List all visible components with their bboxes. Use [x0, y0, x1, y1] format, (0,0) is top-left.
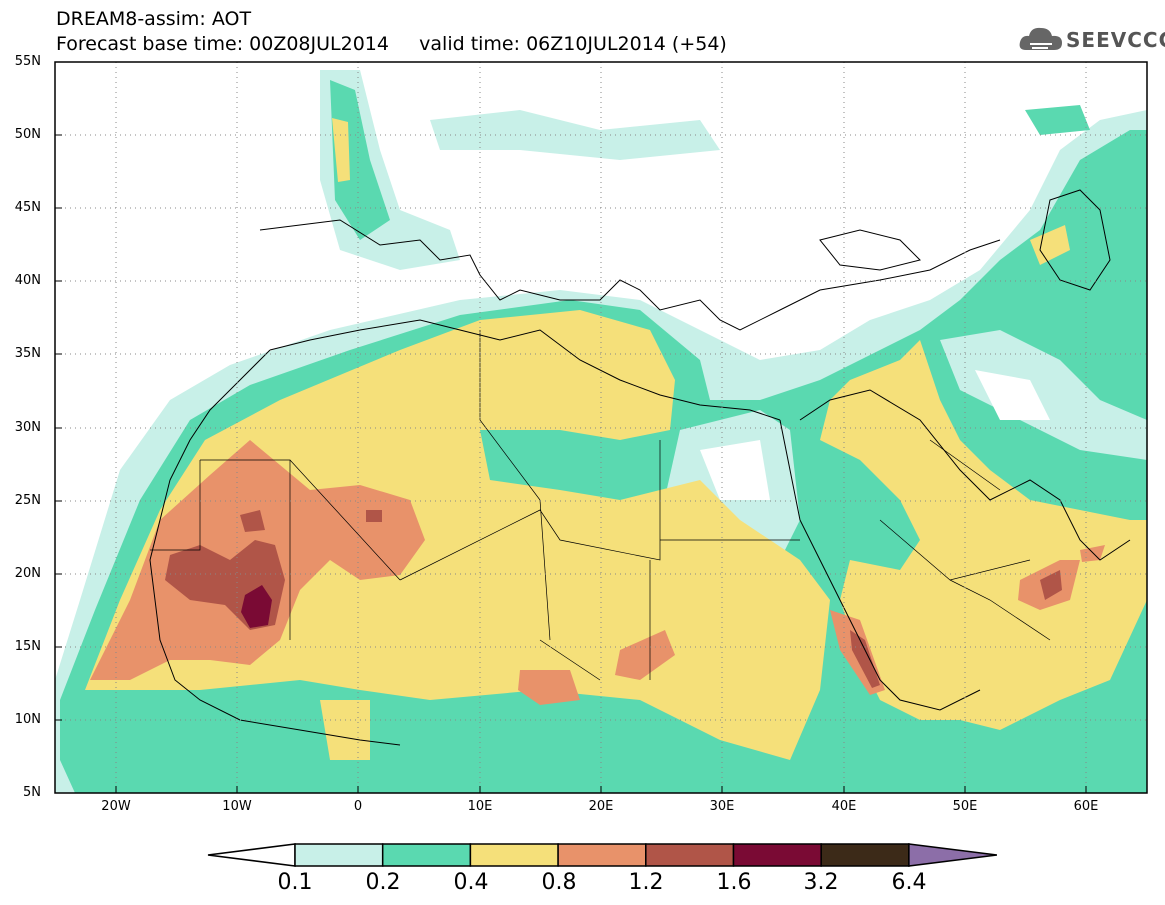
map-frame	[54, 61, 1148, 794]
colorbar-label: 0.2	[365, 870, 401, 895]
colorbar-label: 0.8	[541, 870, 577, 895]
seevccc-logo: SEEVCCC	[1018, 22, 1165, 56]
lat-label: 30N	[14, 420, 41, 435]
coastline-africa-north	[269, 319, 781, 421]
graticule	[55, 62, 1147, 793]
lat-label: 15N	[14, 639, 41, 654]
forecast-time-line: Forecast base time: 00Z08JUL2014 valid t…	[56, 33, 727, 55]
aot-level-0.8	[615, 630, 675, 680]
aot-low-region	[975, 370, 1050, 420]
aot-level-0.4	[320, 700, 370, 760]
lat-label: 5N	[23, 785, 41, 800]
colorbar-label: 3.2	[803, 870, 839, 895]
lat-label: 25N	[14, 493, 41, 508]
coastlines	[149, 189, 1131, 746]
lon-label: 10W	[222, 799, 252, 814]
lat-label: 55N	[14, 54, 41, 69]
aot-level-1.2	[240, 510, 265, 532]
colorbar-label: 1.6	[716, 870, 752, 895]
lat-label: 35N	[14, 346, 41, 361]
coastline-europe	[259, 219, 1001, 331]
aot-level-1.6	[241, 585, 272, 628]
aot-level-1.2	[850, 630, 880, 688]
map-title: DREAM8-assim: AOT	[56, 8, 252, 30]
lon-label: 0	[353, 799, 363, 814]
coastline-africa-west	[149, 349, 401, 746]
coastline-black-sea	[819, 229, 921, 271]
lat-label: 45N	[14, 200, 41, 215]
aot-low-region	[700, 440, 770, 500]
lon-label: 30E	[709, 799, 735, 814]
lat-label: 50N	[14, 127, 41, 142]
lon-label: 10E	[467, 799, 493, 814]
coastline-arabia	[799, 389, 1131, 561]
lon-label: 40E	[831, 799, 857, 814]
lat-label: 10N	[14, 712, 41, 727]
aot-level-0.4	[820, 340, 1147, 730]
border-lines	[150, 330, 1051, 681]
lon-label: 20W	[101, 799, 131, 814]
lon-label: 50E	[952, 799, 978, 814]
coastline-caspian	[1039, 189, 1111, 291]
colorbar-label: 6.4	[891, 870, 927, 895]
lat-label: 40N	[14, 273, 41, 288]
colorbar-label: 1.2	[628, 870, 664, 895]
aot-level-0.8	[518, 670, 580, 705]
lon-label: 60E	[1073, 799, 1099, 814]
logo-text: SEEVCCC	[1066, 28, 1165, 52]
aot-contours	[55, 70, 1147, 793]
aot-level-1.2	[1040, 570, 1062, 600]
coastline-red-sea	[779, 419, 981, 711]
aot-level-0.4	[332, 118, 350, 182]
colorbar-label: 0.4	[453, 870, 489, 895]
aot-level-1.2	[366, 510, 382, 522]
lon-label: 20E	[588, 799, 614, 814]
aot-level-0.4	[1030, 225, 1070, 265]
aot-level-0.2	[330, 80, 390, 240]
lat-label: 20N	[14, 566, 41, 581]
aot-level-0.2	[1025, 105, 1090, 135]
cloud-icon	[1019, 27, 1062, 50]
colorbar-label: 0.1	[277, 870, 313, 895]
